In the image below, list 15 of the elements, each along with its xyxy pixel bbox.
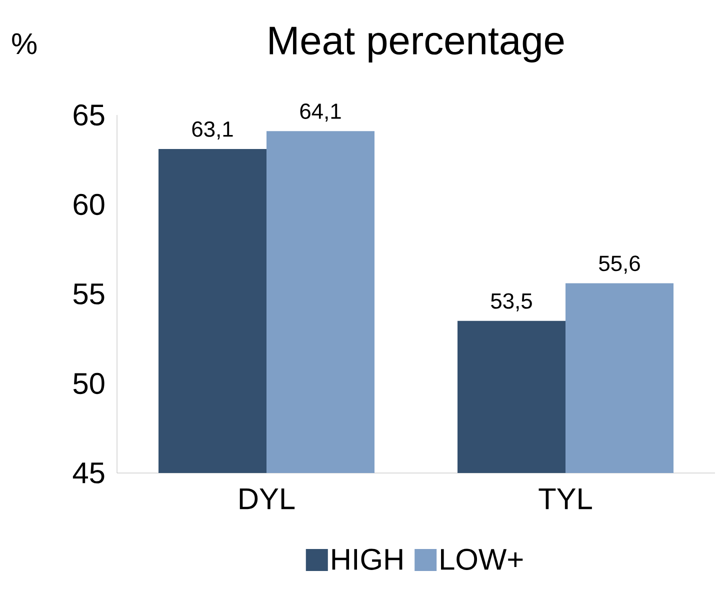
data-label: 55,6 [599, 256, 640, 274]
x-tick-label: TYL [538, 488, 592, 510]
y-axis-title: % [12, 33, 37, 54]
y-tick-label: 55 [73, 284, 104, 304]
data-label: 64,1 [300, 103, 341, 122]
legend-label: LOW+ [441, 548, 523, 570]
x-tick-label: DYL [240, 488, 295, 510]
y-tick-label: 60 [74, 194, 104, 216]
y-tick-label: 65 [74, 104, 104, 126]
data-label: 63,1 [192, 121, 233, 140]
y-tick-label: 50 [73, 372, 104, 394]
legend-label: HIGH [332, 548, 402, 570]
y-tick-label: 45 [72, 462, 104, 484]
data-label: 53,5 [491, 293, 532, 312]
chart-title: Meat percentage [270, 26, 564, 63]
